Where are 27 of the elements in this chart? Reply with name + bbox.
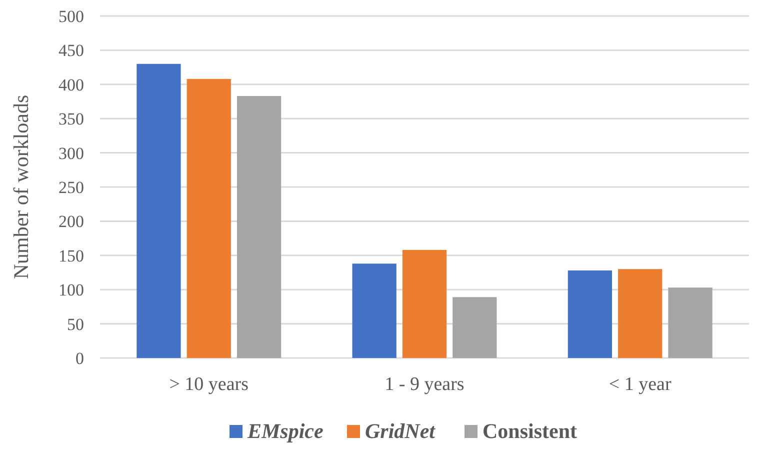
- legend-label: EMspice: [246, 419, 324, 443]
- legend-label: Consistent: [482, 419, 578, 443]
- y-tick-label: 350: [58, 110, 84, 129]
- y-axis-title: Number of workloads: [9, 94, 33, 280]
- x-tick-label: < 1 year: [608, 374, 672, 395]
- bar: [452, 297, 497, 358]
- legend-label: GridNet: [365, 419, 436, 443]
- y-tick-label: 450: [58, 41, 84, 60]
- y-tick-label: 400: [58, 75, 84, 94]
- y-tick-label: 300: [58, 144, 84, 163]
- y-tick-label: 50: [67, 314, 84, 334]
- bar: [236, 96, 282, 358]
- y-tick-label: 100: [58, 280, 84, 300]
- y-tick-label: 0: [76, 348, 84, 368]
- x-tick-label: 1 - 9 years: [384, 374, 464, 395]
- y-tick-label: 500: [58, 6, 84, 26]
- y-tick-label: 250: [58, 178, 84, 197]
- x-tick-label: > 10 years: [169, 374, 249, 395]
- bar: [618, 269, 662, 358]
- y-tick-label: 200: [58, 212, 84, 232]
- bar: [402, 250, 447, 358]
- bar: [668, 288, 712, 358]
- bar: [568, 270, 612, 358]
- y-tick-label: 150: [58, 246, 84, 266]
- bar: [186, 78, 231, 358]
- bar: [352, 264, 396, 358]
- bar: [136, 64, 181, 358]
